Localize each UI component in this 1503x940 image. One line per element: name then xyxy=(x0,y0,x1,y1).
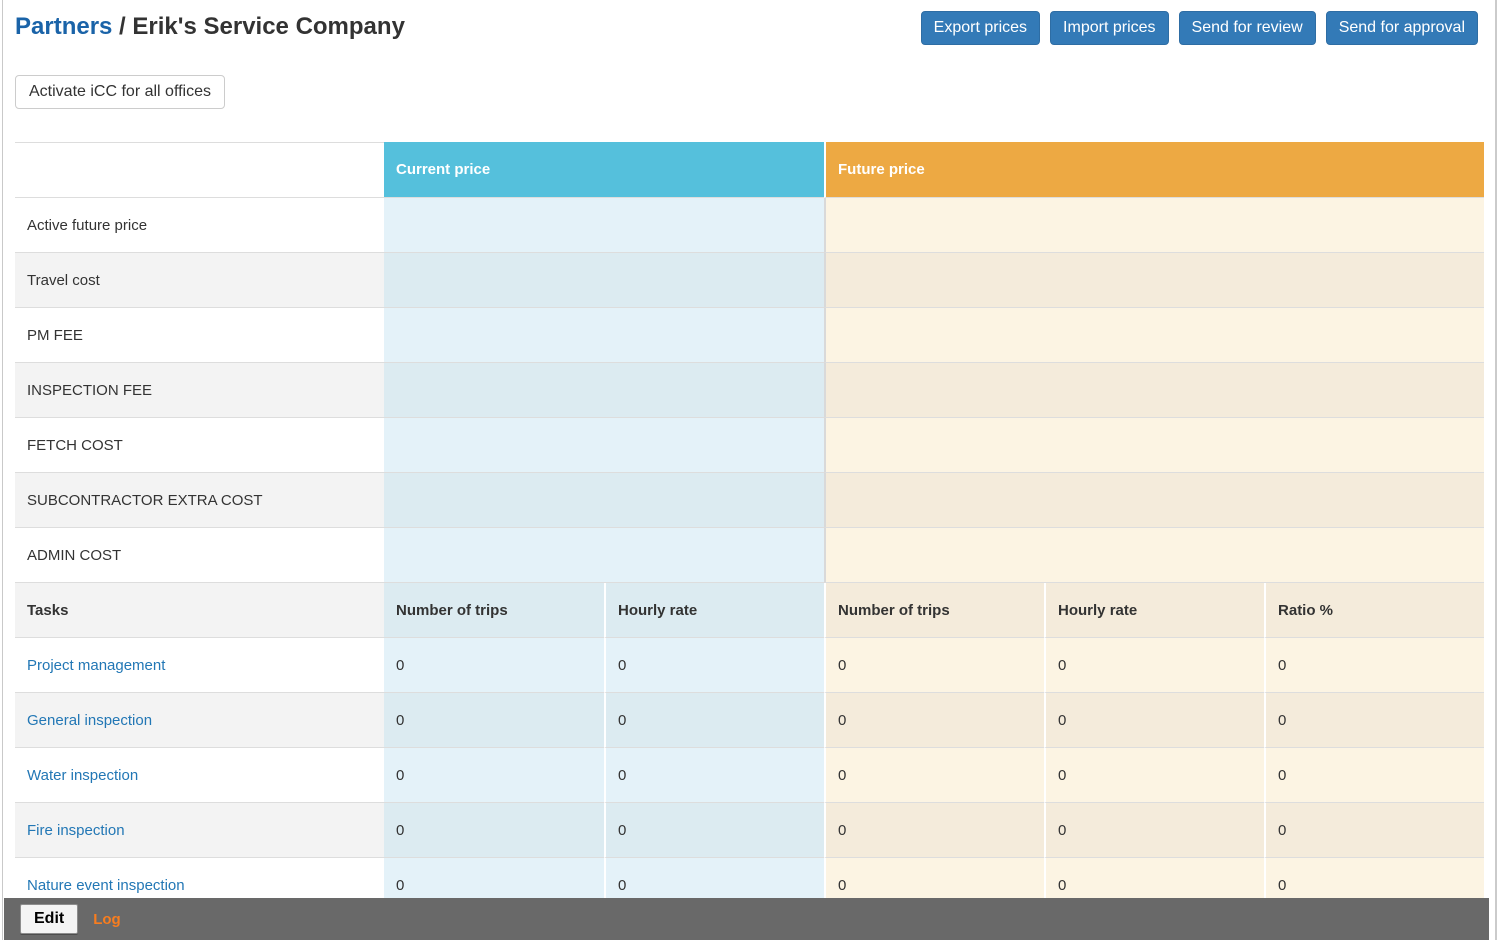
breadcrumb-partners-link[interactable]: Partners xyxy=(15,13,113,40)
table-row-fetch-cost: FETCH COST xyxy=(15,418,1485,473)
future-price-cell xyxy=(824,418,1485,473)
task-link[interactable]: Nature event inspection xyxy=(27,876,185,894)
future-price-cell xyxy=(824,528,1485,583)
tasks-subheader-row: Tasks Number of trips Hourly rate Number… xyxy=(15,583,1485,638)
future-trips-cell: 0 xyxy=(824,693,1045,748)
row-label: SUBCONTRACTOR EXTRA COST xyxy=(15,473,384,528)
table-row-pm-fee: PM FEE xyxy=(15,308,1485,363)
current-price-cell xyxy=(384,198,825,253)
ratio-cell: 0 xyxy=(1264,803,1485,858)
current-price-cell xyxy=(384,418,825,473)
task-link[interactable]: Fire inspection xyxy=(27,821,125,839)
future-price-cell xyxy=(824,253,1485,308)
current-trips-column-header: Number of trips xyxy=(384,583,604,638)
task-link[interactable]: Project management xyxy=(27,656,166,674)
task-label-cell: General inspection xyxy=(15,693,384,748)
future-trips-cell: 0 xyxy=(824,748,1045,803)
header-actions: Export prices Import prices Send for rev… xyxy=(920,11,1478,45)
table-row-travel-cost: Travel cost xyxy=(15,253,1485,308)
future-trips-column-header: Number of trips xyxy=(824,583,1045,638)
export-prices-button[interactable]: Export prices xyxy=(920,11,1041,45)
current-price-cell xyxy=(384,528,825,583)
future-price-cell xyxy=(824,308,1485,363)
row-label: ADMIN COST xyxy=(15,528,384,583)
table-row-subcontractor-extra-cost: SUBCONTRACTOR EXTRA COST xyxy=(15,473,1485,528)
log-tab-link[interactable]: Log xyxy=(93,910,121,928)
ratio-cell: 0 xyxy=(1264,638,1485,693)
future-hourly-rate-cell: 0 xyxy=(1044,638,1265,693)
price-table: Current price Future price Active future… xyxy=(15,142,1485,913)
send-for-review-button[interactable]: Send for review xyxy=(1178,11,1316,45)
future-price-cell xyxy=(824,198,1485,253)
future-price-header: Future price xyxy=(824,142,1485,198)
task-row-water-inspection: Water inspection 0 0 0 0 0 xyxy=(15,748,1485,803)
current-price-header: Current price xyxy=(384,142,825,198)
future-price-cell xyxy=(824,363,1485,418)
task-row-project-management: Project management 0 0 0 0 0 xyxy=(15,638,1485,693)
row-label: FETCH COST xyxy=(15,418,384,473)
tasks-header-label: Tasks xyxy=(15,583,384,638)
task-link[interactable]: General inspection xyxy=(27,711,153,729)
future-hourly-rate-cell: 0 xyxy=(1044,693,1265,748)
table-row-admin-cost: ADMIN COST xyxy=(15,528,1485,583)
future-price-cell xyxy=(824,473,1485,528)
row-label: Travel cost xyxy=(15,253,384,308)
current-trips-cell: 0 xyxy=(384,803,604,858)
row-label: PM FEE xyxy=(15,308,384,363)
ratio-column-header: Ratio % xyxy=(1264,583,1485,638)
corner-cell xyxy=(15,142,384,198)
current-price-cell xyxy=(384,253,825,308)
current-price-cell xyxy=(384,473,825,528)
future-hourly-rate-cell: 0 xyxy=(1044,748,1265,803)
ratio-cell: 0 xyxy=(1264,693,1485,748)
task-row-fire-inspection: Fire inspection 0 0 0 0 0 xyxy=(15,803,1485,858)
current-hourly-rate-cell: 0 xyxy=(604,748,825,803)
task-label-cell: Fire inspection xyxy=(15,803,384,858)
top-bar: Partners / Erik's Service Company Export… xyxy=(15,11,1478,45)
row-label: Active future price xyxy=(15,198,384,253)
table-row-inspection-fee: INSPECTION FEE xyxy=(15,363,1485,418)
breadcrumb-separator: / xyxy=(112,13,133,40)
page-content: Partners / Erik's Service Company Export… xyxy=(3,0,1495,913)
current-trips-cell: 0 xyxy=(384,638,604,693)
import-prices-button[interactable]: Import prices xyxy=(1050,11,1169,45)
task-row-general-inspection: General inspection 0 0 0 0 0 xyxy=(15,693,1485,748)
current-price-cell xyxy=(384,308,825,363)
current-trips-cell: 0 xyxy=(384,748,604,803)
page-title: Partners / Erik's Service Company xyxy=(15,11,405,43)
price-table-header-row: Current price Future price xyxy=(15,142,1485,198)
task-label-cell: Water inspection xyxy=(15,748,384,803)
current-hourly-rate-cell: 0 xyxy=(604,693,825,748)
bottom-bar: Edit Log xyxy=(4,898,1489,940)
current-hourly-rate-cell: 0 xyxy=(604,803,825,858)
current-trips-cell: 0 xyxy=(384,693,604,748)
table-row-active-future-price: Active future price xyxy=(15,198,1485,253)
send-for-approval-button[interactable]: Send for approval xyxy=(1325,11,1478,45)
current-hourly-rate-column-header: Hourly rate xyxy=(604,583,825,638)
task-link[interactable]: Water inspection xyxy=(27,766,139,784)
current-hourly-rate-cell: 0 xyxy=(604,638,825,693)
future-hourly-rate-cell: 0 xyxy=(1044,803,1265,858)
activate-icc-button[interactable]: Activate iCC for all offices xyxy=(15,75,225,109)
future-trips-cell: 0 xyxy=(824,803,1045,858)
edit-tab-button[interactable]: Edit xyxy=(20,904,79,934)
breadcrumb-current: Erik's Service Company xyxy=(132,13,405,40)
future-trips-cell: 0 xyxy=(824,638,1045,693)
row-label: INSPECTION FEE xyxy=(15,363,384,418)
future-hourly-rate-column-header: Hourly rate xyxy=(1044,583,1265,638)
task-label-cell: Project management xyxy=(15,638,384,693)
ratio-cell: 0 xyxy=(1264,748,1485,803)
current-price-cell xyxy=(384,363,825,418)
